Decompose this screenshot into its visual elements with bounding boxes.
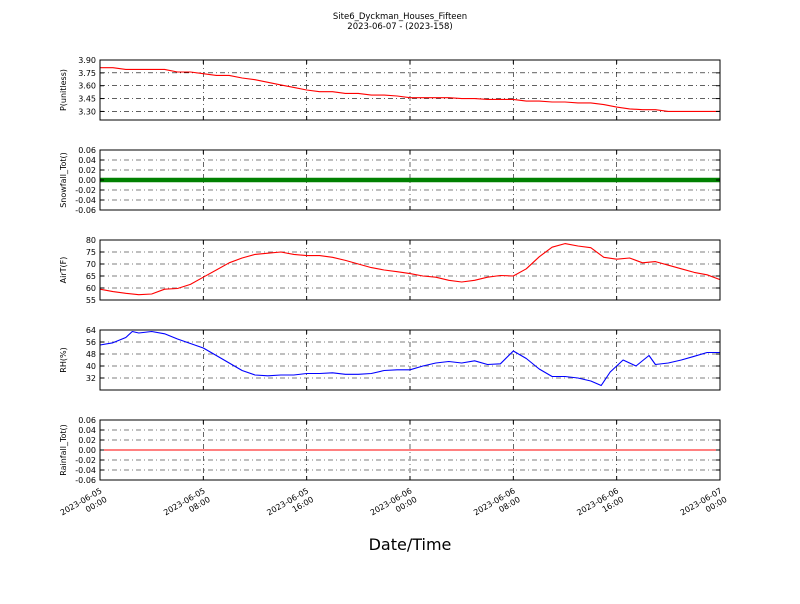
y-tick-label: 3.45 xyxy=(78,95,96,104)
y-tick-label: 0.00 xyxy=(78,446,96,455)
figure-title: Site6_Dyckman_Houses_Fifteen xyxy=(333,12,467,22)
y-tick-label: -0.06 xyxy=(75,206,96,215)
series-line-3 xyxy=(99,243,721,296)
y-tick-label: 0.04 xyxy=(78,156,96,165)
y-tick-label: -0.06 xyxy=(75,476,96,485)
y-tick-label: -0.02 xyxy=(75,186,96,195)
y-tick-label: 3.75 xyxy=(78,69,96,78)
figure-subtitle: 2023-06-07 - (2023-158) xyxy=(347,22,452,32)
y-tick-label: 75 xyxy=(86,248,96,257)
y-axis-label-5: Rainfall_Tot() xyxy=(59,424,68,476)
y-tick-label: 3.30 xyxy=(78,107,96,116)
y-tick-label: 40 xyxy=(86,362,96,371)
y-tick-label: 60 xyxy=(86,284,96,293)
y-tick-label: 55 xyxy=(86,296,96,305)
series-line-1 xyxy=(100,67,720,112)
y-axis-label-3: AirT(F) xyxy=(59,257,68,284)
y-tick-label: 0.04 xyxy=(78,426,96,435)
y-tick-label: 3.60 xyxy=(78,82,96,91)
y-tick-label: 0.02 xyxy=(78,436,96,445)
y-tick-label: -0.04 xyxy=(75,466,96,475)
y-axis-label-2: Snowfall_Tot() xyxy=(59,152,68,208)
y-axis-label-4: RH(%) xyxy=(59,347,68,372)
y-tick-label: 70 xyxy=(86,260,96,269)
series-line-4 xyxy=(99,330,720,387)
y-tick-label: 32 xyxy=(86,374,96,383)
y-tick-label: 0.06 xyxy=(78,146,96,155)
y-tick-label: 56 xyxy=(86,338,96,347)
y-tick-label: 48 xyxy=(86,350,96,359)
y-tick-label: 0.06 xyxy=(78,416,96,425)
y-tick-label: 65 xyxy=(86,272,96,281)
y-tick-label: 0.00 xyxy=(78,176,96,185)
x-axis-label: Date/Time xyxy=(369,535,452,554)
y-tick-label: 3.90 xyxy=(78,56,96,65)
y-tick-label: -0.04 xyxy=(75,196,96,205)
y-axis-label-1: P(unitless) xyxy=(59,69,68,111)
y-tick-label: 64 xyxy=(86,326,96,335)
y-tick-label: -0.02 xyxy=(75,456,96,465)
y-tick-label: 0.02 xyxy=(78,166,96,175)
y-tick-label: 80 xyxy=(86,236,96,245)
